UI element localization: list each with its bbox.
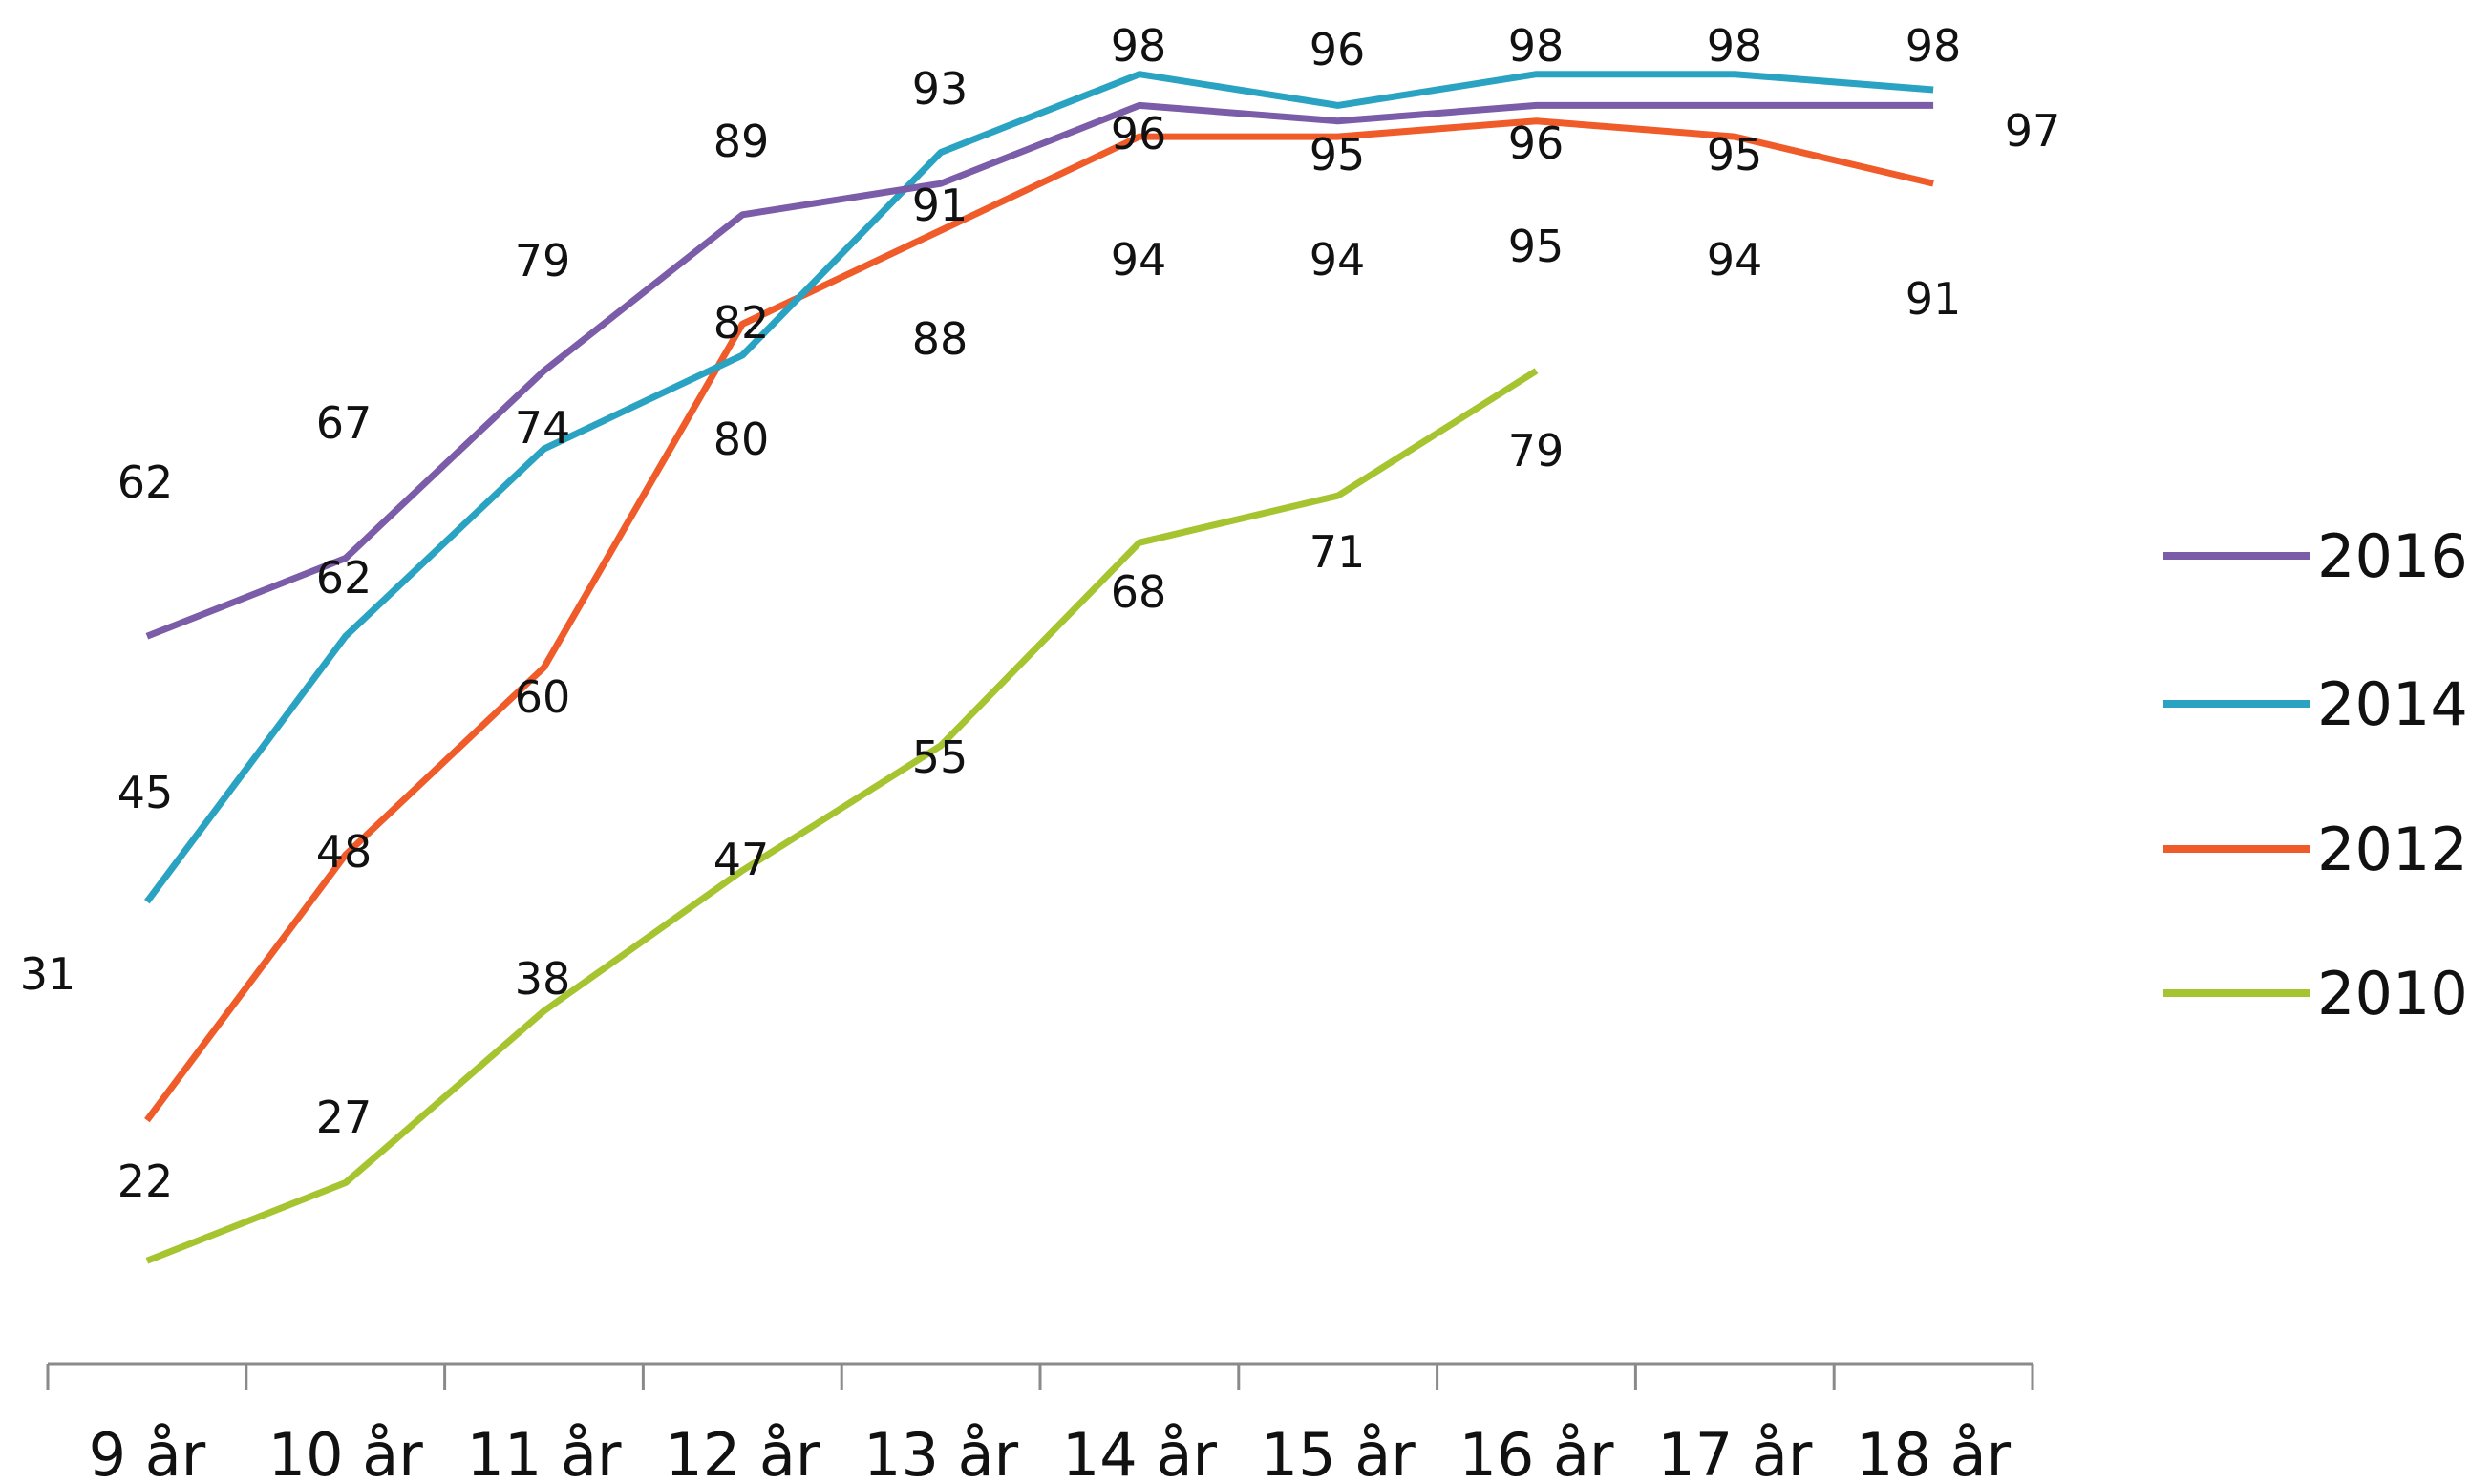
series-line-2010 xyxy=(145,368,1539,1264)
data-label: 31 xyxy=(20,948,76,1000)
data-label: 94 xyxy=(1111,234,1167,286)
data-label: 98 xyxy=(1508,20,1565,72)
data-label: 88 xyxy=(912,313,969,365)
series-line-2016 xyxy=(145,101,1934,640)
data-label: 45 xyxy=(117,767,174,818)
data-label: 55 xyxy=(912,731,969,783)
data-label: 98 xyxy=(1707,20,1763,72)
data-label: 71 xyxy=(1310,526,1366,578)
data-label: 89 xyxy=(713,116,770,167)
legend-label-2010: 2010 xyxy=(2317,959,2468,1028)
data-label: 82 xyxy=(713,297,770,349)
data-label: 62 xyxy=(117,456,174,508)
legend: 2016 2014 2012 2010 xyxy=(2163,521,2468,1028)
x-axis: 9 år 10 år 11 år 12 år 13 år 14 år 15 år 16 år 1… xyxy=(46,1362,2034,1484)
data-label: 68 xyxy=(1111,566,1167,618)
data-label: 96 xyxy=(1111,108,1167,159)
x-tick-label: 16 år xyxy=(1459,1420,1614,1484)
data-label: 79 xyxy=(515,235,571,286)
data-label: 74 xyxy=(515,402,571,454)
x-tick-label: 12 år xyxy=(665,1420,820,1484)
data-label: 96 xyxy=(1310,24,1366,75)
data-label: 91 xyxy=(1906,273,1962,325)
data-label: 95 xyxy=(1508,221,1565,272)
data-label: 95 xyxy=(1310,129,1366,180)
x-tick-label: 11 år xyxy=(466,1420,622,1484)
data-label: 67 xyxy=(316,397,373,449)
legend-label-2012: 2012 xyxy=(2317,815,2468,884)
x-tick-label: 9 år xyxy=(89,1420,206,1484)
x-tick-label: 18 år xyxy=(1856,1420,2012,1484)
series-lines xyxy=(144,71,1934,1264)
data-label: 47 xyxy=(713,834,770,885)
data-label: 79 xyxy=(1508,425,1565,477)
data-label: 93 xyxy=(912,63,969,115)
data-label: 60 xyxy=(515,671,571,723)
x-tick-label: 10 år xyxy=(268,1420,424,1484)
data-label: 98 xyxy=(1111,20,1167,72)
data-label: 27 xyxy=(316,1092,373,1143)
legend-label-2014: 2014 xyxy=(2317,669,2468,739)
data-label: 38 xyxy=(515,953,571,1005)
data-label: 62 xyxy=(316,552,373,604)
data-label: 94 xyxy=(1310,234,1366,286)
data-label: 94 xyxy=(1707,234,1763,286)
data-label: 95 xyxy=(1707,129,1763,180)
data-label: 80 xyxy=(713,413,770,465)
data-label: 97 xyxy=(2005,105,2061,157)
series-line-2014 xyxy=(144,71,1934,904)
series-line-2012 xyxy=(144,117,1934,1123)
data-labels: 62 45 31 22 67 62 48 27 79 74 60 38 89 82 80 47 93 91 88 55… xyxy=(20,20,2061,1207)
data-label: 96 xyxy=(1508,117,1565,169)
x-tick-label: 13 år xyxy=(863,1420,1019,1484)
x-tick-label: 17 år xyxy=(1657,1420,1813,1484)
x-tick-label: 14 år xyxy=(1062,1420,1218,1484)
data-label: 22 xyxy=(117,1155,174,1207)
data-label: 91 xyxy=(912,180,969,231)
data-label: 48 xyxy=(316,826,373,878)
x-tick-label: 15 år xyxy=(1261,1420,1416,1484)
data-label: 98 xyxy=(1906,20,1962,72)
legend-label-2016: 2016 xyxy=(2317,521,2468,591)
